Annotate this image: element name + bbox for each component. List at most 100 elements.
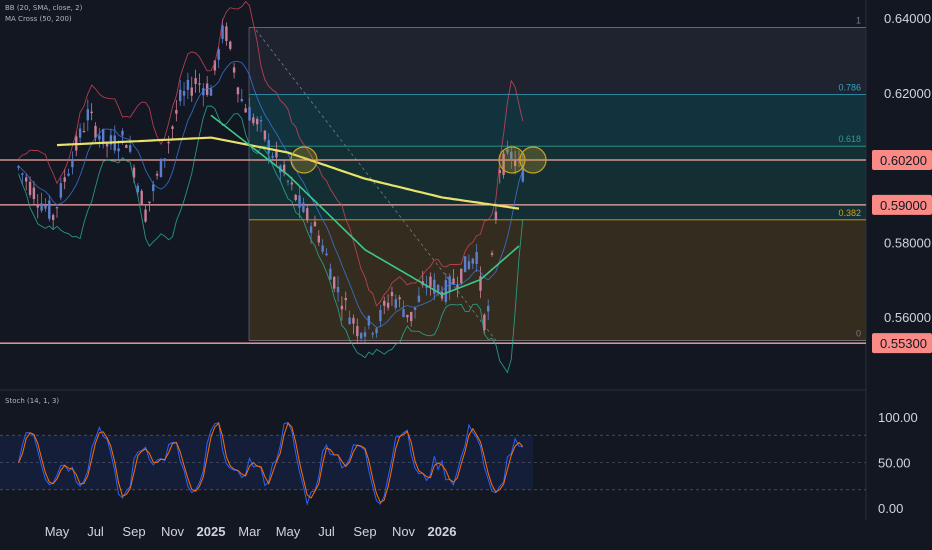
candle-body bbox=[144, 209, 147, 222]
candle-body bbox=[28, 181, 32, 195]
candle-body bbox=[433, 279, 436, 294]
candle-body bbox=[179, 89, 182, 102]
ma-50-line bbox=[210, 114, 520, 296]
price-tick-0.64000: 0.64000 bbox=[884, 11, 931, 26]
stoch-tick-50.00: 50.00 bbox=[878, 456, 911, 471]
candle-body bbox=[244, 108, 247, 113]
candle-body bbox=[229, 41, 232, 49]
candle-body bbox=[475, 252, 478, 265]
bb-indicator-label[interactable]: BB (20, SMA, close, 2) bbox=[5, 4, 83, 12]
candle-body bbox=[121, 130, 124, 136]
candle-body bbox=[467, 261, 471, 269]
resistance-highlight-circle-1 bbox=[498, 146, 526, 174]
ma-200-line bbox=[56, 136, 520, 210]
candle-body bbox=[117, 148, 120, 152]
time-tick-4: 2025 bbox=[197, 524, 226, 539]
candle-body bbox=[159, 158, 163, 177]
candle-body bbox=[356, 326, 359, 337]
resistance-highlight-circle-0 bbox=[290, 146, 318, 174]
candle-body bbox=[202, 88, 205, 96]
candle-body bbox=[444, 280, 448, 302]
candle-body bbox=[78, 128, 82, 138]
resistance-highlight-circle-2 bbox=[519, 146, 547, 174]
candle-body bbox=[59, 183, 63, 198]
price-badge-1: 0.59000 bbox=[880, 198, 927, 213]
candle-body bbox=[48, 200, 51, 219]
candle-body bbox=[352, 317, 355, 324]
candle-body bbox=[275, 150, 278, 158]
candles-group bbox=[17, 18, 525, 345]
candle-body bbox=[109, 135, 113, 145]
candle-body bbox=[344, 297, 347, 301]
candle-body bbox=[483, 314, 486, 331]
fib-label-0: 0 bbox=[856, 329, 861, 339]
fib-band-0382-0 bbox=[249, 219, 866, 341]
candle-body bbox=[371, 333, 374, 335]
fib-label-0_618: 0.618 bbox=[838, 134, 861, 144]
candle-body bbox=[63, 177, 66, 182]
candle-body bbox=[167, 141, 170, 144]
candle-body bbox=[140, 190, 143, 206]
candle-body bbox=[71, 159, 74, 168]
candle-body bbox=[55, 207, 59, 209]
candle-body bbox=[402, 309, 405, 317]
candle-body bbox=[321, 245, 324, 252]
stoch-d-line bbox=[18, 422, 524, 504]
candle-body bbox=[105, 143, 109, 147]
time-tick-7: Jul bbox=[318, 524, 335, 539]
candle-body bbox=[298, 195, 301, 208]
candle-body bbox=[317, 235, 320, 243]
fib-band-0786-0618 bbox=[249, 94, 866, 147]
candle-body bbox=[517, 158, 521, 161]
candle-body bbox=[236, 87, 240, 95]
candle-body bbox=[383, 300, 386, 306]
stoch-indicator-label[interactable]: Stoch (14, 1, 3) bbox=[5, 397, 60, 405]
candle-body bbox=[490, 253, 494, 255]
time-tick-1: Jul bbox=[87, 524, 104, 539]
candle-body bbox=[390, 291, 394, 297]
candle-body bbox=[259, 120, 263, 122]
candle-body bbox=[306, 208, 309, 221]
candle-body bbox=[456, 285, 459, 288]
candle-body bbox=[163, 158, 166, 162]
candle-body bbox=[348, 317, 351, 325]
candle-body bbox=[40, 203, 43, 211]
candle-body bbox=[128, 145, 132, 152]
candle-body bbox=[194, 78, 197, 84]
candle-body bbox=[425, 285, 428, 288]
fib-label-0_786: 0.786 bbox=[838, 83, 861, 93]
time-tick-3: Nov bbox=[161, 524, 185, 539]
candle-body bbox=[256, 118, 259, 125]
time-tick-8: Sep bbox=[353, 524, 376, 539]
candle-body bbox=[94, 125, 97, 138]
stoch-tick-0.00: 0.00 bbox=[878, 501, 903, 516]
candle-body bbox=[186, 79, 190, 90]
candle-body bbox=[294, 194, 297, 200]
candle-body bbox=[182, 91, 186, 96]
candle-body bbox=[271, 155, 274, 158]
ma-cross-indicator-label[interactable]: MA Cross (50, 200) bbox=[5, 15, 72, 23]
candle-body bbox=[513, 159, 517, 166]
candle-body bbox=[90, 111, 93, 114]
time-tick-10: 2026 bbox=[428, 524, 457, 539]
candle-body bbox=[205, 83, 209, 95]
candle-body bbox=[125, 145, 128, 148]
price-tick-0.58000: 0.58000 bbox=[884, 235, 931, 250]
fib-label-0_382: 0.382 bbox=[838, 208, 861, 218]
price-badge-bg-0 bbox=[872, 150, 932, 171]
price-tick-0.56000: 0.56000 bbox=[884, 310, 931, 325]
time-tick-5: Mar bbox=[238, 524, 261, 539]
candle-body bbox=[448, 276, 451, 292]
candle-body bbox=[309, 226, 313, 233]
candle-body bbox=[417, 295, 421, 302]
candle-body bbox=[86, 109, 89, 121]
candle-body bbox=[410, 311, 413, 322]
candle-body bbox=[190, 87, 193, 96]
candle-body bbox=[36, 204, 39, 208]
price-tick-0.62000: 0.62000 bbox=[884, 86, 931, 101]
candle-body bbox=[494, 211, 498, 221]
candle-body bbox=[17, 166, 20, 168]
candle-body bbox=[248, 107, 251, 121]
candle-body bbox=[132, 167, 136, 178]
